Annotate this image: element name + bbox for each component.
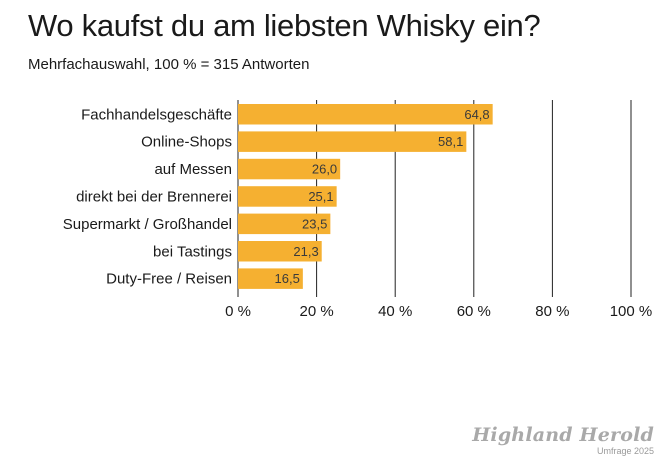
bar-value-label: 26,0	[312, 162, 337, 177]
bar-value-label: 64,8	[464, 107, 489, 122]
category-label: Online-Shops	[141, 134, 232, 151]
bar-value-label: 21,3	[293, 244, 318, 259]
bars: 64,858,1 26,0 25,1 23,5 21,3 16,5	[238, 104, 493, 289]
x-tick-label: 100 %	[610, 303, 653, 320]
bar-value-label: 23,5	[302, 216, 327, 231]
chart-title: Wo kaufst du am liebsten Whisky ein?	[28, 8, 541, 43]
category-label: Supermarkt / Großhandel	[63, 216, 232, 233]
brand-name: Highland Herold	[472, 424, 654, 446]
x-tick-label: 60 %	[457, 303, 491, 320]
bar	[238, 186, 337, 207]
category-labels: Fachhandelsgeschäfte Online-Shops auf Mess…	[63, 106, 232, 287]
x-tick-label: 80 %	[535, 303, 569, 320]
bar	[238, 104, 493, 125]
x-axis-ticks: 0 % 20 % 40 % 60 % 80 % 100 %	[225, 303, 652, 320]
bar-value-label: 16,5	[275, 271, 300, 286]
bar	[238, 131, 467, 152]
bar	[238, 213, 331, 235]
bar-value-label: 58,1	[438, 134, 463, 149]
bar	[238, 268, 303, 289]
category-label: Duty-Free / Reisen	[106, 271, 232, 288]
category-label: direkt bei der Brennerei	[76, 188, 232, 205]
category-label: Fachhandelsgeschäfte	[81, 106, 232, 123]
x-tick-label: 20 %	[299, 303, 333, 320]
brand-note: Umfrage 2025	[596, 446, 654, 456]
bar-value-label: 25,1	[308, 189, 333, 204]
chart-subtitle: Mehrfachauswahl, 100 % = 315 Antworten	[28, 56, 310, 73]
x-tick-label: 40 %	[378, 303, 412, 320]
category-label: bei Tastings	[153, 243, 232, 260]
brand-logo: Highland Herold Umfrage 2025	[472, 424, 654, 457]
bar	[238, 241, 322, 262]
category-label: auf Messen	[154, 161, 232, 178]
bar	[238, 158, 341, 180]
x-tick-label: 0 %	[225, 303, 251, 320]
